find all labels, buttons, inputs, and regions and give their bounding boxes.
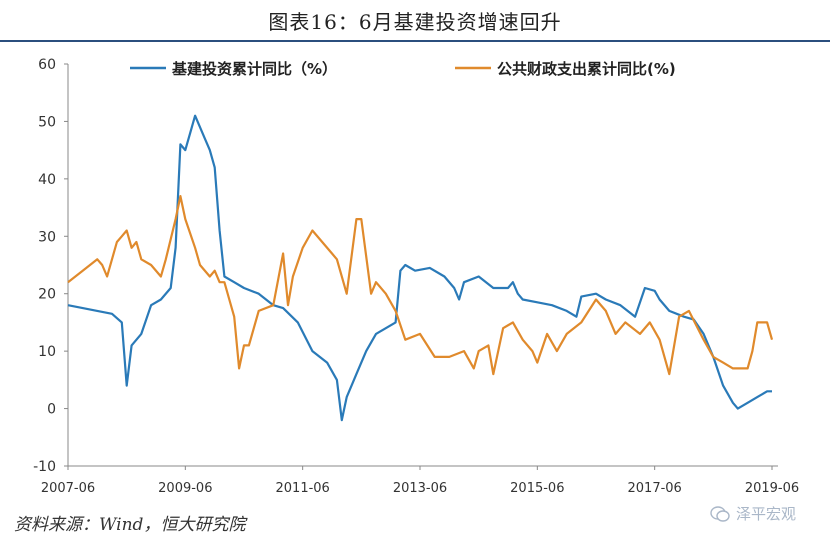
watermark: 泽平宏观 bbox=[710, 503, 796, 524]
y-tick-label: 0 bbox=[47, 402, 56, 418]
series-line-1 bbox=[67, 114, 772, 422]
source-note: 资料来源：Wind，恒大研究院 bbox=[14, 515, 246, 535]
y-tick-label: 50 bbox=[38, 114, 56, 130]
legend: 基建投资累计同比（%） 公共财政支出累计同比(%) bbox=[130, 60, 676, 78]
series-line-2 bbox=[67, 195, 774, 376]
y-tick-label: 20 bbox=[38, 287, 56, 303]
y-tick-label: 30 bbox=[38, 229, 56, 245]
watermark-text: 泽平宏观 bbox=[735, 505, 796, 523]
axes: -10 0 10 20 30 40 50 60 2007-06 2009-06 2011-06 201… bbox=[33, 57, 799, 496]
chart-title: 图表16：6月基建投资增速回升 bbox=[268, 10, 562, 34]
title-bar: 图表16：6月基建投资增速回升 bbox=[0, 0, 830, 42]
legend-label-1: 基建投资累计同比（%） bbox=[171, 60, 337, 78]
wechat-icon bbox=[710, 505, 730, 522]
line-chart: -10 0 10 20 30 40 50 60 2007-06 2009-06 2011-06 201… bbox=[33, 57, 799, 496]
x-tick-label: 2011-06 bbox=[276, 481, 330, 496]
series-layer bbox=[67, 114, 774, 422]
y-tick-label: 10 bbox=[38, 344, 56, 360]
x-tick-label: 2017-06 bbox=[628, 481, 682, 496]
x-tick-label: 2013-06 bbox=[393, 481, 447, 496]
legend-label-2: 公共财政支出累计同比(%) bbox=[497, 60, 676, 78]
x-tick-label: 2015-06 bbox=[510, 481, 564, 496]
y-tick-label: 60 bbox=[38, 57, 56, 73]
x-tick-label: 2019-06 bbox=[745, 481, 799, 496]
y-tick-label: 40 bbox=[38, 172, 56, 188]
x-tick-label: 2007-06 bbox=[41, 481, 95, 496]
x-tick-label: 2009-06 bbox=[158, 481, 212, 496]
y-tick-label: -10 bbox=[33, 459, 56, 475]
